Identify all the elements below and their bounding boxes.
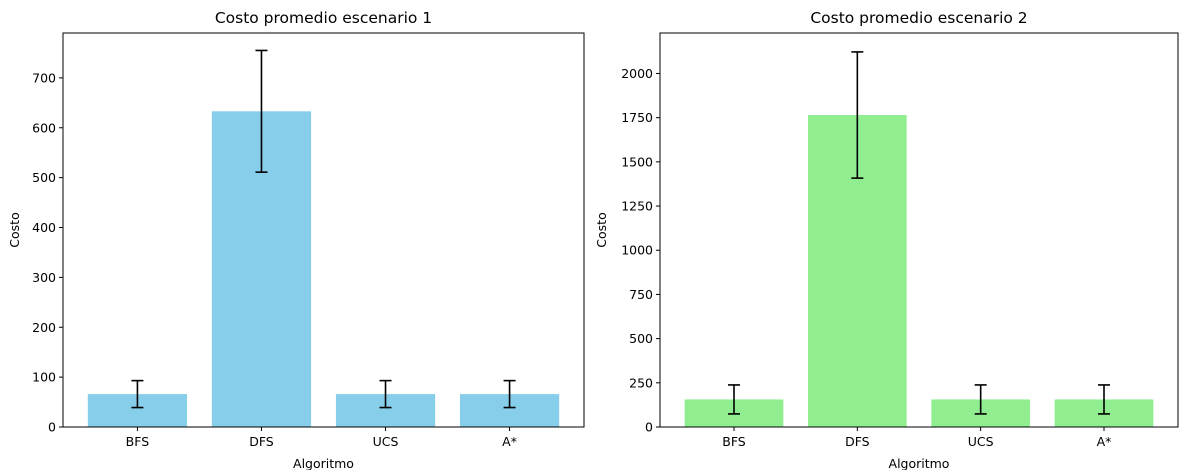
- y-tick-label: 1750: [621, 110, 653, 125]
- chart-panel-2: 0 250 500 750 1000 1250 1500 1750 2000 BFS DFS UCS A…: [594, 9, 1179, 470]
- axes-frame: [62, 32, 585, 428]
- y-tick-label: 1000: [621, 243, 653, 258]
- error-bar: [728, 384, 740, 415]
- y-tick-label: 2000: [621, 66, 653, 81]
- y-tick-label: 600: [32, 120, 56, 135]
- x-tick-label: A*: [502, 434, 517, 449]
- x-axis-label: Algoritmo: [889, 456, 950, 470]
- chart-panel-1: 0 100 200 300 400 500 600 700 BFS DFS UCS A* Costo p…: [7, 9, 585, 470]
- y-tick-label: 200: [32, 320, 56, 335]
- error-bar: [379, 379, 392, 409]
- error-bar: [503, 379, 516, 409]
- chart-title: Costo promedio escenario 2: [810, 9, 1027, 27]
- error-bar: [1098, 384, 1110, 415]
- x-tick-label: DFS: [845, 434, 870, 449]
- x-tick-label: A*: [1097, 434, 1112, 449]
- y-tick-label: 500: [32, 170, 56, 185]
- y-tick-label: 300: [32, 270, 56, 285]
- error-bar: [255, 49, 268, 173]
- y-tick-label: 0: [48, 420, 56, 435]
- y-axis-label: Costo: [594, 212, 609, 247]
- error-bar: [851, 51, 864, 179]
- y-tick-label: 1250: [621, 199, 653, 214]
- x-axis-label: Algoritmo: [293, 456, 354, 470]
- x-tick-label: UCS: [968, 434, 994, 449]
- y-tick-label: 250: [629, 375, 653, 390]
- y-tick-label: 0: [645, 420, 653, 435]
- y-tick-label: 700: [32, 70, 56, 85]
- x-tick-label: BFS: [722, 434, 746, 449]
- y-tick-label: 100: [32, 370, 56, 385]
- chart-title: Costo promedio escenario 1: [215, 9, 432, 27]
- y-tick-label: 1500: [621, 154, 653, 169]
- y-axis-label: Costo: [7, 212, 22, 247]
- y-tick-label: 400: [32, 220, 56, 235]
- x-tick-label: DFS: [249, 434, 274, 449]
- y-tick-label: 500: [629, 331, 653, 346]
- y-tick-label: 750: [629, 287, 653, 302]
- error-bar: [974, 384, 987, 415]
- x-tick-label: BFS: [126, 434, 150, 449]
- x-tick-label: UCS: [373, 434, 399, 449]
- axes-frame: [659, 32, 1179, 428]
- error-bar: [131, 379, 144, 409]
